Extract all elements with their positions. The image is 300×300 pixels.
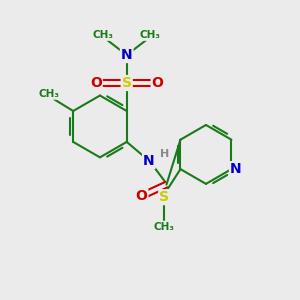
Text: S: S xyxy=(122,76,132,90)
Text: H: H xyxy=(160,148,169,159)
Text: N: N xyxy=(230,162,242,176)
Text: N: N xyxy=(143,154,154,168)
Text: CH₃: CH₃ xyxy=(154,222,175,232)
Text: O: O xyxy=(90,76,102,90)
Text: S: S xyxy=(159,190,169,204)
Text: N: N xyxy=(121,48,133,62)
Text: CH₃: CH₃ xyxy=(93,30,114,40)
Text: CH₃: CH₃ xyxy=(140,30,161,40)
Text: O: O xyxy=(136,189,147,203)
Text: CH₃: CH₃ xyxy=(38,89,59,99)
Text: O: O xyxy=(152,76,164,90)
